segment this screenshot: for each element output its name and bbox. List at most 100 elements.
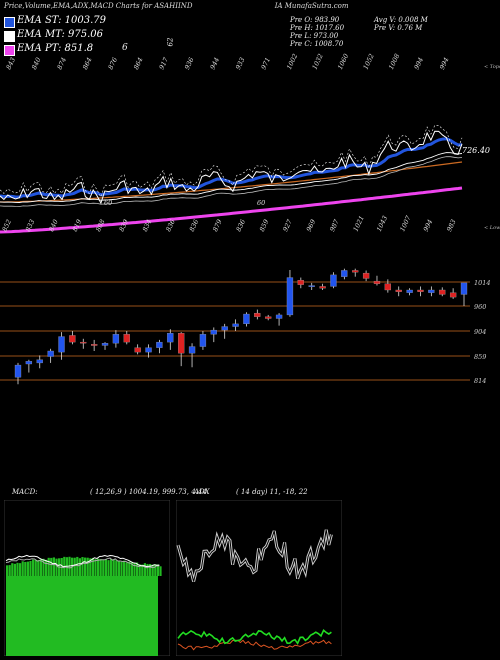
macd-bar xyxy=(112,559,115,576)
macd-bar xyxy=(86,557,89,576)
top-price-label: 1052 xyxy=(362,52,376,70)
macd-bar xyxy=(117,561,120,576)
top-price-label: 876 xyxy=(107,56,120,71)
ema-dotted-line xyxy=(0,124,463,198)
macd-area xyxy=(6,576,158,656)
candle-body xyxy=(145,347,152,353)
ema-mt-legend: EMA MT: 975.06 xyxy=(4,29,124,42)
bottom-price-label: 840 xyxy=(47,218,60,233)
macd-bar xyxy=(78,558,81,576)
candle-body xyxy=(428,289,435,293)
macd-bar xyxy=(107,560,110,576)
bottom-price-label: 1043 xyxy=(375,214,389,232)
price-level-label: 960 xyxy=(474,303,486,311)
bottom-price-label: 987 xyxy=(328,217,341,232)
candle-body xyxy=(156,341,163,348)
candle-body xyxy=(254,312,261,317)
macd-bar xyxy=(47,557,50,576)
candle-body xyxy=(210,329,217,335)
candle-body xyxy=(417,289,424,292)
candle-body xyxy=(330,274,337,287)
macd-bar xyxy=(156,564,159,576)
macd-bar xyxy=(34,559,37,576)
price-chart: 843 840 874 864 876 864 917 936 944 933 971 1002 103… xyxy=(0,52,500,385)
candle-body xyxy=(352,270,359,273)
price-level-label: 904 xyxy=(474,328,486,336)
macd-bar xyxy=(149,563,152,576)
plus-di-line xyxy=(177,629,332,646)
candle-body xyxy=(308,285,315,287)
macd-bar xyxy=(6,565,9,576)
candle-body xyxy=(101,343,109,346)
top-price-label: 933 xyxy=(234,56,247,71)
price-level-label: 1014 xyxy=(474,279,491,287)
macd-bar xyxy=(91,557,94,576)
macd-bar xyxy=(120,561,123,576)
ema-mt-swatch xyxy=(4,31,15,42)
candle-body xyxy=(178,333,185,354)
adx-line xyxy=(177,529,332,582)
macd-bar xyxy=(21,561,24,576)
macd-bar xyxy=(102,559,105,576)
macd-bar xyxy=(32,559,35,576)
ema-st-swatch xyxy=(4,17,15,28)
top-price-label: 1002 xyxy=(285,52,299,70)
adx-panel xyxy=(176,500,342,656)
candle-body xyxy=(297,280,304,285)
top-price-label: 864 xyxy=(132,56,145,71)
macd-bar xyxy=(19,563,22,576)
candle-body xyxy=(265,316,272,319)
candle-body xyxy=(69,335,76,343)
macd-bar xyxy=(16,562,19,576)
candle-body xyxy=(36,359,43,364)
macd-params: ( 12,26,9 ) 1004.19, 999.73, 4.44 xyxy=(90,488,207,496)
stray-label: 60 xyxy=(257,199,265,207)
info-prev-low: Pre L: 973.00 xyxy=(290,32,339,40)
ema-st-label: EMA ST: 1003.79 xyxy=(17,15,107,26)
top-price-label: 843 xyxy=(5,56,18,71)
ema-lt-label: EMA PT: 851.8 xyxy=(17,43,94,54)
macd-bar xyxy=(73,557,76,576)
ema-mt-label: EMA MT: 975.06 xyxy=(17,29,104,40)
macd-bar xyxy=(143,563,146,576)
candle-body xyxy=(167,333,174,343)
macd-bar xyxy=(110,558,113,576)
macd-bar xyxy=(89,558,92,576)
macd-bar xyxy=(104,559,107,576)
macd-bar xyxy=(136,562,139,576)
candle-body xyxy=(58,336,65,353)
bottom-price-label: 879 xyxy=(211,218,224,233)
candle-body xyxy=(275,314,283,319)
macd-bar xyxy=(94,559,97,576)
ema-mid-line xyxy=(0,152,463,203)
price-line xyxy=(0,130,463,205)
info-avg-volume: Avg V: 0.008 M xyxy=(374,16,428,24)
candle-body xyxy=(243,313,250,325)
top-price-label: 944 xyxy=(209,56,222,71)
candle-body xyxy=(373,280,381,284)
macd-bar xyxy=(29,560,32,576)
candle-body xyxy=(14,364,22,378)
ema-st-legend: EMA ST: 1003.79 xyxy=(4,15,124,28)
candle-body xyxy=(362,272,370,279)
bottom-price-label: 969 xyxy=(305,218,318,233)
candle-body xyxy=(460,282,468,295)
chart-title: Price,Volume,EMA,ADX,MACD Charts for ASA… xyxy=(4,2,349,10)
corner-label-bottom: < Lowes xyxy=(484,225,500,231)
top-price-label: 936 xyxy=(183,56,196,71)
bottom-price-label: 994 xyxy=(422,218,435,233)
macd-bar xyxy=(159,566,162,576)
adx-title: ADX xyxy=(194,488,210,496)
top-price-label: 917 xyxy=(158,55,171,70)
corner-label-top: < Topo xyxy=(484,64,500,70)
current-value-label: 726.40 xyxy=(462,146,490,155)
macd-panel xyxy=(4,500,170,656)
minus-di-line xyxy=(177,639,332,651)
candle-body xyxy=(221,326,228,331)
candle-body xyxy=(406,289,413,293)
candle-body xyxy=(123,334,130,343)
top-price-label: 971 xyxy=(260,56,273,71)
macd-bar xyxy=(26,561,29,576)
candle-body xyxy=(341,270,348,277)
top-price-label: 1008 xyxy=(387,52,401,70)
